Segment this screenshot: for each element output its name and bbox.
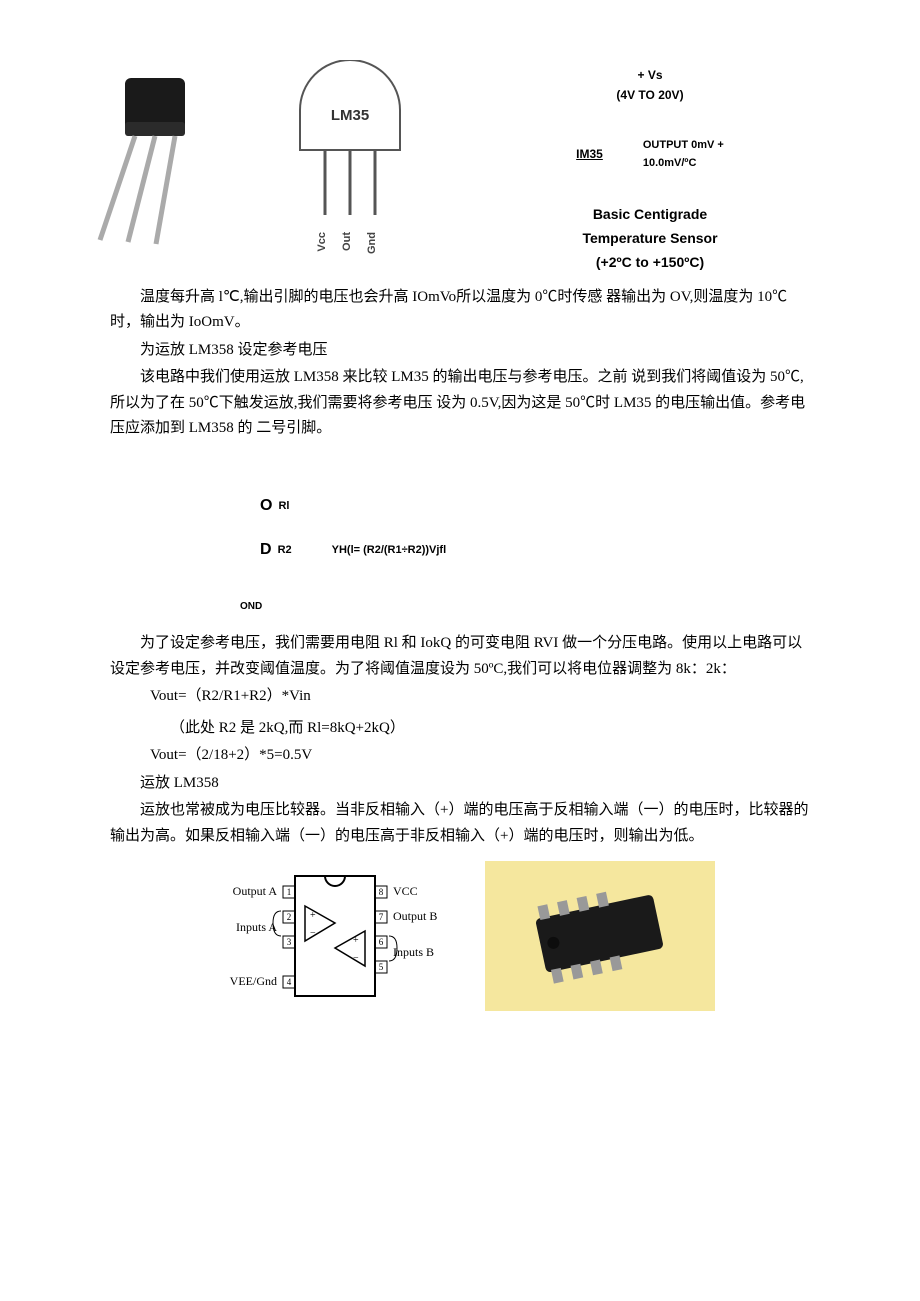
svg-text:+: + bbox=[353, 935, 359, 946]
chip-label: IM35 bbox=[576, 144, 603, 164]
pin-out: Out bbox=[341, 232, 353, 251]
svg-text:5: 5 bbox=[379, 962, 384, 972]
vdiv-formula: YH(l= (R2/(R1÷R2))Vjfl bbox=[332, 535, 447, 566]
para-2: 为运放 LM358 设定参考电压 bbox=[70, 338, 850, 364]
equation-1: Vout=（R2/R1+R2）*Vin bbox=[70, 684, 850, 710]
r1-label: Rl bbox=[278, 491, 289, 522]
svg-text:2: 2 bbox=[287, 912, 292, 922]
r2-label: R2 bbox=[278, 535, 292, 566]
vs-label-2: (4V TO 20V) bbox=[450, 85, 850, 105]
para-4: 为了设定参考电压，我们需要用电阻 Rl 和 IokQ 的可变电阻 RVI 做一个… bbox=[70, 631, 850, 682]
equation-3: Vout=（2/18+2）*5=0.5V bbox=[70, 743, 850, 769]
lm358-output-a: Output A bbox=[233, 884, 278, 898]
vs-label-1: + Vs bbox=[450, 65, 850, 85]
to92-photo bbox=[70, 60, 250, 260]
voltage-divider-diagram: ORl DR2 YH(l= (R2/(R1÷R2))Vjfl OND bbox=[70, 444, 850, 632]
pin-vcc: Vcc bbox=[316, 232, 328, 252]
figure-row-top: LM35 Vcc Out Gnd + Vs (4V TO 20V) IM35 O… bbox=[70, 60, 850, 275]
para-5: 运放 LM358 bbox=[70, 771, 850, 797]
schem-title-2: Temperature Sensor bbox=[450, 227, 850, 251]
svg-text:1: 1 bbox=[287, 887, 292, 897]
schem-title-1: Basic Centigrade bbox=[450, 203, 850, 227]
svg-text:6: 6 bbox=[379, 937, 384, 947]
lm358-figure-row: 1 2 3 4 8 7 6 5 +− +− Output A Inputs A … bbox=[70, 861, 850, 1011]
para-1: 温度每升高 l℃,输出引脚的电压也会升高 IOmVo所以温度为 0℃时传感 器输… bbox=[70, 285, 850, 336]
lm358-inputs-a: Inputs A bbox=[236, 920, 277, 934]
lm358-chip-photo bbox=[485, 861, 715, 1011]
lm358-output-b: Output B bbox=[393, 909, 437, 923]
lm358-vcc: VCC bbox=[393, 884, 418, 898]
pinout-chip-label: LM35 bbox=[331, 107, 369, 124]
svg-text:−: − bbox=[310, 928, 316, 939]
lm35-pinout-diagram: LM35 Vcc Out Gnd bbox=[270, 60, 430, 260]
lm358-pinout: 1 2 3 4 8 7 6 5 +− +− Output A Inputs A … bbox=[205, 861, 465, 1011]
equation-2: （此处 R2 是 2kQ,而 Rl=8kQ+2kQ） bbox=[70, 716, 850, 742]
svg-text:3: 3 bbox=[287, 937, 292, 947]
pin-gnd: Gnd bbox=[366, 232, 378, 254]
basic-sensor-schematic: + Vs (4V TO 20V) IM35 OUTPUT 0mV + 10.0m… bbox=[450, 60, 850, 275]
output-label-1: OUTPUT 0mV + bbox=[643, 136, 724, 155]
para-6: 运放也常被成为电压比较器。当非反相输入（+）端的电压高于反相输入端（一）的电压时… bbox=[70, 798, 850, 849]
svg-text:7: 7 bbox=[379, 912, 384, 922]
svg-text:4: 4 bbox=[287, 977, 292, 987]
svg-text:+: + bbox=[310, 910, 316, 921]
vdiv-gnd: OND bbox=[240, 593, 850, 621]
svg-text:8: 8 bbox=[379, 887, 384, 897]
output-label-2: 10.0mV/ºC bbox=[643, 154, 724, 173]
schem-title-3: (+2ºC to +150ºC) bbox=[450, 251, 850, 275]
r1-symbol: O bbox=[260, 484, 272, 529]
lm358-inputs-b: Inputs B bbox=[393, 945, 434, 959]
svg-text:−: − bbox=[353, 953, 359, 964]
para-3: 该电路中我们使用运放 LM358 来比较 LM35 的输出电压与参考电压。之前 … bbox=[70, 365, 850, 442]
lm358-vee: VEE/Gnd bbox=[230, 974, 277, 988]
r2-symbol: D bbox=[260, 528, 272, 573]
